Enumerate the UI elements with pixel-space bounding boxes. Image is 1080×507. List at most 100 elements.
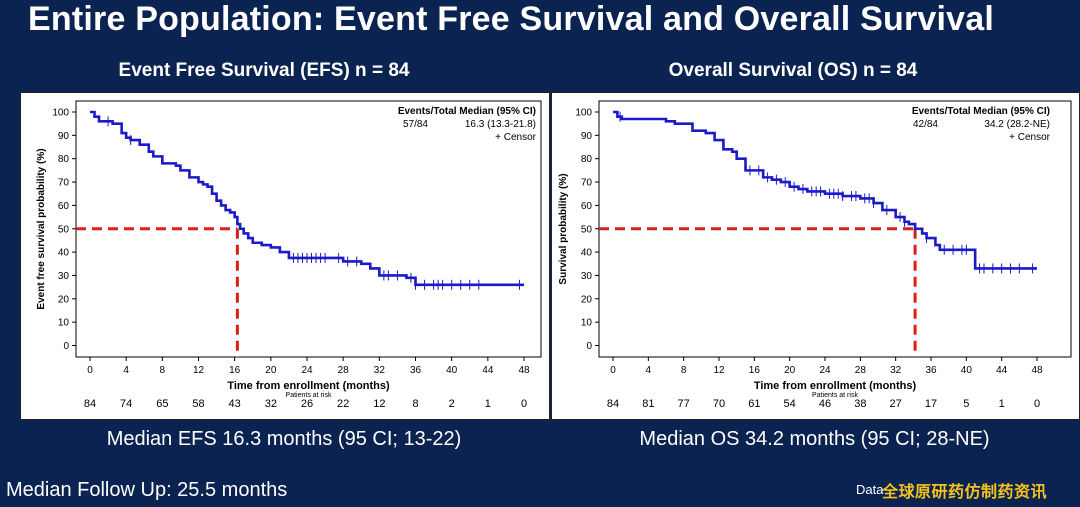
os-at-risk-count: 81 — [642, 398, 654, 410]
efs-xtick-label: 20 — [265, 365, 277, 376]
os-median-caption: Median OS 34.2 months (95 CI; 28-NE) — [639, 428, 990, 450]
os-legend-median: 34.2 (28.2-NE) — [984, 119, 1050, 130]
efs-at-risk-count: 2 — [449, 398, 455, 410]
os-legend-header: Events/Total Median (95% CI) — [912, 106, 1050, 117]
efs-risk-label: Patients at risk — [286, 392, 332, 399]
efs-xtick-label: 8 — [160, 365, 166, 376]
efs-ytick-label: 10 — [58, 318, 70, 329]
os-at-risk-count: 46 — [819, 398, 831, 410]
efs-legend-median: 16.3 (13.3-21.8) — [465, 119, 536, 130]
efs-x-axis-label: Time from enrollment (months) — [227, 380, 390, 392]
efs-at-risk-count: 74 — [120, 398, 132, 410]
os-xtick-label: 16 — [749, 365, 761, 376]
os-xtick-label: 8 — [681, 365, 687, 376]
os-at-risk-count: 1 — [999, 398, 1005, 410]
efs-xtick-label: 36 — [410, 365, 422, 376]
os-at-risk-count: 5 — [963, 398, 969, 410]
os-at-risk-count: 0 — [1034, 398, 1040, 410]
os-ytick-label: 40 — [581, 248, 593, 259]
efs-ytick-label: 20 — [58, 294, 70, 305]
os-xtick-label: 48 — [1031, 365, 1043, 376]
efs-xtick-label: 16 — [229, 365, 241, 376]
efs-ytick-label: 40 — [58, 248, 70, 259]
os-at-risk-count: 70 — [713, 398, 725, 410]
data-note: Data — [856, 482, 884, 497]
efs-y-axis-label: Event free survival probability (%) — [36, 148, 47, 309]
os-ytick-label: 90 — [581, 131, 593, 142]
os-xtick-label: 32 — [890, 365, 902, 376]
watermark: 全球原研药仿制药资讯 — [882, 484, 1048, 501]
os-at-risk-count: 38 — [854, 398, 866, 410]
efs-at-risk-count: 84 — [84, 398, 96, 410]
efs-at-risk-count: 26 — [301, 398, 313, 410]
os-ytick-label: 100 — [575, 108, 592, 119]
efs-legend-events: 57/84 — [403, 119, 428, 130]
efs-at-risk-count: 0 — [521, 398, 527, 410]
efs-xtick-label: 40 — [446, 365, 458, 376]
efs-ytick-label: 30 — [58, 271, 70, 282]
efs-xtick-label: 12 — [193, 365, 205, 376]
efs-xtick-label: 48 — [518, 365, 530, 376]
os-xtick-label: 12 — [713, 365, 725, 376]
efs-ytick-label: 80 — [58, 154, 70, 165]
os-xtick-label: 0 — [610, 365, 616, 376]
os-risk-label: Patients at risk — [812, 392, 858, 399]
efs-at-risk-count: 22 — [337, 398, 349, 410]
efs-ytick-label: 0 — [63, 341, 69, 352]
efs-chart-panel: 0 10 20 30 40 50 60 70 80 90 100 0 4 8 12 16 20 24 28 32 36 4… — [20, 92, 550, 420]
efs-at-risk-count: 12 — [373, 398, 385, 410]
os-at-risk-count: 54 — [784, 398, 796, 410]
os-xtick-label: 36 — [925, 365, 937, 376]
os-at-risk-count: 27 — [890, 398, 902, 410]
page-title: Entire Population: Event Free Survival a… — [28, 0, 994, 38]
efs-xtick-label: 0 — [87, 365, 93, 376]
efs-xtick-label: 24 — [301, 365, 313, 376]
os-y-axis-label: Survival probability (%) — [558, 173, 569, 284]
efs-legend-censor: + Censor — [495, 132, 537, 143]
os-xtick-label: 40 — [961, 365, 973, 376]
median-followup-text: Median Follow Up: 25.5 months — [6, 479, 288, 501]
os-ytick-label: 70 — [581, 178, 593, 189]
efs-legend-header: Events/Total Median (95% CI) — [398, 106, 536, 117]
os-ytick-label: 0 — [586, 341, 592, 352]
os-ytick-label: 50 — [581, 224, 593, 235]
efs-at-risk-count: 43 — [229, 398, 241, 410]
os-at-risk-count: 61 — [748, 398, 760, 410]
os-ytick-label: 80 — [581, 154, 593, 165]
os-xtick-label: 44 — [996, 365, 1008, 376]
efs-xtick-label: 4 — [123, 365, 129, 376]
efs-median-caption: Median EFS 16.3 months (95 CI; 13-22) — [106, 428, 462, 450]
efs-at-risk-count: 32 — [265, 398, 277, 410]
efs-at-risk-count: 8 — [412, 398, 418, 410]
efs-ytick-label: 50 — [58, 224, 70, 235]
os-legend-censor: + Censor — [1009, 132, 1051, 143]
os-ytick-label: 10 — [581, 318, 593, 329]
os-ytick-label: 20 — [581, 294, 593, 305]
os-xtick-label: 4 — [646, 365, 652, 376]
os-legend-events: 42/84 — [913, 119, 938, 130]
os-xtick-label: 24 — [819, 365, 831, 376]
os-at-risk-count: 77 — [678, 398, 690, 410]
efs-xtick-label: 28 — [338, 365, 350, 376]
efs-xtick-label: 32 — [374, 365, 386, 376]
efs-at-risk-count: 58 — [192, 398, 204, 410]
efs-at-risk-count: 65 — [156, 398, 168, 410]
os-xtick-label: 20 — [784, 365, 796, 376]
os-panel-title: Overall Survival (OS) n = 84 — [668, 60, 918, 81]
efs-ytick-label: 60 — [58, 201, 70, 212]
os-chart-panel: 0 10 20 30 40 50 60 70 80 90 100 0 4 8 12 16 20 24 28 32 36 4… — [551, 92, 1080, 420]
os-x-axis-label: Time from enrollment (months) — [754, 380, 917, 392]
efs-xtick-label: 44 — [482, 365, 494, 376]
efs-at-risk-count: 1 — [485, 398, 491, 410]
os-at-risk-count: 17 — [925, 398, 937, 410]
efs-ytick-label: 90 — [58, 131, 70, 142]
efs-ytick-label: 100 — [52, 108, 69, 119]
os-survival-curve — [613, 110, 1037, 270]
os-ytick-label: 60 — [581, 201, 593, 212]
os-xtick-label: 28 — [855, 365, 867, 376]
efs-ytick-label: 70 — [58, 178, 70, 189]
os-ytick-label: 30 — [581, 271, 593, 282]
efs-panel-title: Event Free Survival (EFS) n = 84 — [118, 60, 410, 81]
